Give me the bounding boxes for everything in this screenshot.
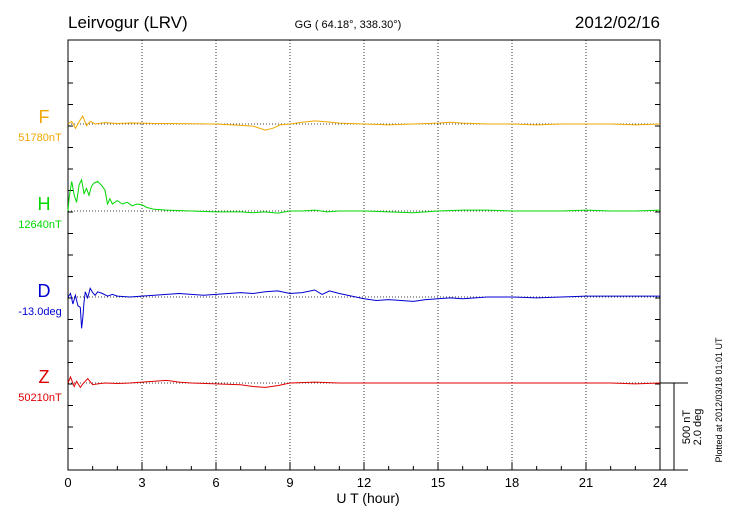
- plot-date: 2012/02/16: [575, 13, 660, 32]
- plotted-timestamp: Plotted at 2012/03/18 01:01 UT: [714, 337, 724, 463]
- series-baseline-value-F: 51780nT: [18, 132, 62, 144]
- series-name-H: H: [38, 194, 51, 214]
- series-name-Z: Z: [39, 367, 50, 387]
- series-labels: F 51780nT H 12640nT D -13.0deg Z 50210nT: [18, 107, 62, 404]
- series-name-D: D: [38, 281, 51, 301]
- station-coordinates: GG ( 64.18°, 338.30°): [295, 19, 402, 31]
- x-tick-label-12: 12: [357, 475, 371, 490]
- x-tick-labels: 0 3 6 9 12 15 18 21 24: [64, 475, 667, 490]
- x-tick-label-3: 3: [138, 475, 145, 490]
- station-title: Leirvogur (LRV): [68, 13, 188, 32]
- x-tick-label-21: 21: [579, 475, 593, 490]
- axis-ticks: [67, 61, 661, 470]
- series-name-F: F: [39, 107, 50, 127]
- x-tick-label-15: 15: [431, 475, 445, 490]
- scale-deg-label: 2.0 deg: [692, 409, 704, 446]
- x-tick-label-6: 6: [212, 475, 219, 490]
- series-line-Z: [67, 375, 661, 389]
- x-axis-label: U T (hour): [336, 490, 399, 506]
- scale-nT-label: 500 nT: [681, 410, 693, 445]
- series-baseline-value-D: -13.0deg: [18, 306, 61, 318]
- series-baseline-value-H: 12640nT: [18, 219, 62, 231]
- scale-bar: [660, 382, 688, 471]
- series-line-F: [67, 115, 661, 131]
- x-tick-label-24: 24: [653, 475, 667, 490]
- plot-frame: [67, 39, 661, 471]
- series-line-H: [67, 178, 661, 214]
- series-traces: [67, 115, 661, 389]
- vertical-grid: [141, 40, 587, 470]
- x-tick-label-0: 0: [64, 475, 71, 490]
- x-tick-label-9: 9: [286, 475, 293, 490]
- x-tick-label-18: 18: [505, 475, 519, 490]
- series-baseline-value-Z: 50210nT: [18, 392, 62, 404]
- series-line-D: [67, 286, 660, 329]
